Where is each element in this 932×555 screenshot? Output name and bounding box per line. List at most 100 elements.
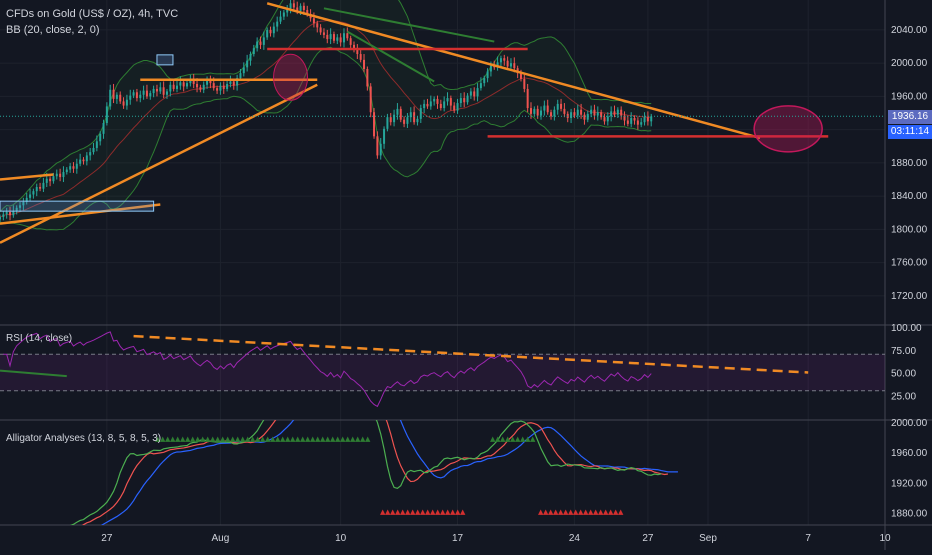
candle-body-45: [149, 93, 152, 97]
candle-body-46: [152, 88, 155, 94]
alligator-up-signal: ▲: [155, 435, 161, 443]
bollinger-fill: [0, 0, 652, 230]
candle-body-157: [523, 78, 526, 89]
candle-body-109: [363, 59, 366, 69]
alligator-up-signal: ▲: [200, 435, 206, 443]
time-tick-label: 10: [335, 533, 347, 544]
candle-body-101: [336, 37, 339, 41]
price-tick-label: 1800.00: [891, 224, 928, 235]
alligator-teeth: [81, 420, 669, 525]
candle-body-143: [476, 88, 479, 97]
alligator-up-signal: ▲: [250, 435, 256, 443]
candle-body-116: [386, 117, 389, 129]
candle-body-177: [590, 109, 593, 114]
candle-body-53: [175, 85, 179, 89]
candle-body-98: [326, 34, 329, 40]
alligator-up-signal: ▲: [510, 435, 516, 443]
alligator-up-signal: ▲: [355, 435, 361, 443]
candle-body-100: [332, 34, 335, 41]
alligator-up-signal: ▲: [360, 435, 366, 443]
candle-body-24: [79, 159, 82, 164]
candle-body-154: [513, 63, 516, 69]
candle-body-33: [109, 89, 112, 107]
rsi-green-line: [0, 369, 67, 378]
drawing-annotations: [0, 2, 829, 244]
alligator-down-signal: ▲: [548, 508, 554, 516]
alligator-down-signal: ▲: [415, 508, 421, 516]
alligator-up-signal: ▲: [265, 435, 271, 443]
candle-body-39: [129, 95, 132, 100]
candle-body-185: [616, 109, 619, 115]
symbol-title: CFDs on Gold (US$ / OZ), 4h, TVC: [6, 8, 179, 20]
candle-body-15: [49, 178, 52, 182]
candle-body-68: [226, 83, 229, 89]
candle-body-161: [536, 108, 539, 116]
alligator-down-signal: ▲: [435, 508, 441, 516]
candle-body-50: [165, 91, 168, 95]
candle-body-137: [456, 103, 459, 111]
alligator-up-signal: ▲: [280, 435, 286, 443]
alligator-signal-markers: ▲ ▲ ▲ ▲ ▲ ▲ ▲ ▲ ▲ ▲ ▲ ▲ ▲ ▲ ▲ ▲ ▲ ▲ ▲ ▲ ▲ ▲ ▲ ▲ ▲ ▲ ▲ ▲ ▲ ▲ ▲ ▲ ▲ ▲ ▲ ▲ ▲ ▲ ▲ ▲…: [155, 435, 624, 516]
alligator-up-signal: ▲: [195, 435, 201, 443]
candle-body-102: [339, 37, 342, 43]
candle-body-142: [473, 91, 476, 97]
alligator-up-signal: ▲: [335, 435, 341, 443]
time-tick-label: 27: [101, 533, 113, 544]
alligator-up-signal: ▲: [185, 435, 191, 443]
alligator-down-signal: ▲: [573, 508, 579, 516]
candle-body-190: [633, 118, 636, 121]
candle-body-60: [199, 87, 202, 90]
alligator-tick-label: 1960.00: [891, 448, 928, 459]
alligator-down-signal: ▲: [445, 508, 451, 516]
alligator-down-signal: ▲: [538, 508, 544, 516]
candle-body-187: [623, 115, 626, 121]
alligator-down-signal: ▲: [553, 508, 559, 516]
candle-body-99: [329, 34, 332, 40]
alligator-down-signal: ▲: [460, 508, 466, 516]
highlight-circle-august: [273, 53, 309, 101]
candle-body-151: [503, 58, 506, 61]
alligator-up-signal: ▲: [290, 435, 296, 443]
candle-body-67: [222, 85, 225, 89]
candle-body-104: [346, 33, 349, 39]
rsi-pane-title: RSI (14, close): [6, 333, 73, 344]
alligator-jaw: [100, 420, 678, 525]
price-tick-label: 2000.00: [891, 58, 928, 69]
candle-body-126: [419, 108, 422, 119]
candle-body-9: [29, 194, 32, 198]
candle-body-6: [19, 205, 22, 208]
alligator-up-signal: ▲: [305, 435, 311, 443]
alligator-up-signal: ▲: [520, 435, 526, 443]
candle-body-19: [62, 172, 65, 178]
candle-body-180: [600, 112, 603, 118]
alligator-down-signal: ▲: [410, 508, 416, 516]
time-tick-label: 17: [452, 533, 464, 544]
bollinger-basis: [0, 19, 652, 218]
candle-body-144: [479, 83, 482, 89]
candle-body-194: [646, 117, 649, 122]
candle-body-123: [409, 112, 412, 118]
candle-body-66: [219, 85, 222, 91]
candle-body-51: [169, 84, 172, 92]
candle-body-12: [39, 187, 42, 189]
candle-body-22: [72, 166, 75, 169]
candle-body-87: [289, 3, 292, 9]
candle-body-13: [42, 182, 45, 189]
candle-body-156: [519, 73, 522, 79]
candle-body-2: [5, 211, 8, 215]
candle-body-152: [506, 60, 509, 67]
alligator-up-signal: ▲: [220, 435, 226, 443]
alligator-up-signal: ▲: [320, 435, 326, 443]
alligator-up-signal: ▲: [215, 435, 221, 443]
candle-body-183: [610, 111, 613, 117]
alligator-axis-labels: 2000.00 1960.00 1920.00 1880.00: [891, 418, 928, 519]
candle-body-96: [319, 27, 322, 33]
highlight-circle-current: [753, 105, 823, 153]
rsi-tick-label: 75.00: [891, 346, 916, 357]
alligator-up-signal: ▲: [160, 435, 166, 443]
candle-body-85: [282, 12, 285, 17]
candle-body-147: [489, 65, 492, 72]
candle-body-124: [413, 112, 416, 123]
alligator-down-signal: ▲: [395, 508, 401, 516]
